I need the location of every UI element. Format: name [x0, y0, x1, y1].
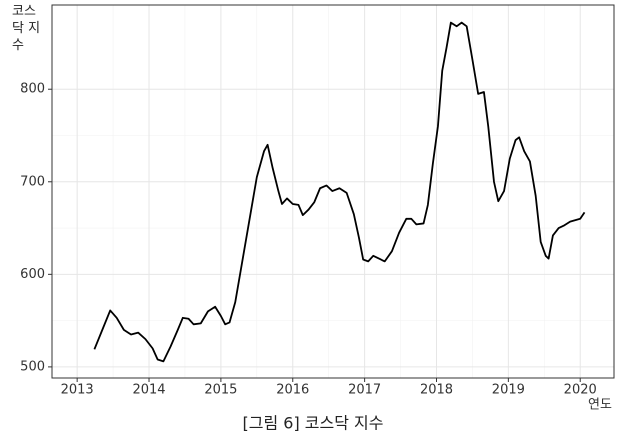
- y-tick-label: 500: [20, 359, 45, 374]
- caption: [그림 6] 코스닥 지수: [243, 414, 384, 433]
- y-tick-label: 600: [20, 267, 45, 282]
- x-tick-label: 2016: [276, 383, 309, 398]
- x-tick-label: 2017: [348, 383, 381, 398]
- x-tick-label: 2015: [204, 383, 237, 398]
- line-series: [93, 21, 586, 363]
- y-axis-label: 코스닥 지수: [12, 4, 41, 53]
- x-tick-label: 2020: [564, 383, 597, 398]
- x-tick-label: 2018: [420, 383, 453, 398]
- panel-border: [51, 4, 615, 379]
- x-tick-label: 2014: [132, 383, 165, 398]
- x-tick-label: 2013: [61, 383, 94, 398]
- y-tick-label: 800: [20, 82, 45, 97]
- x-axis-label: 연도: [588, 398, 612, 413]
- y-tick-label: 700: [20, 174, 45, 189]
- x-tick-label: 2019: [492, 383, 525, 398]
